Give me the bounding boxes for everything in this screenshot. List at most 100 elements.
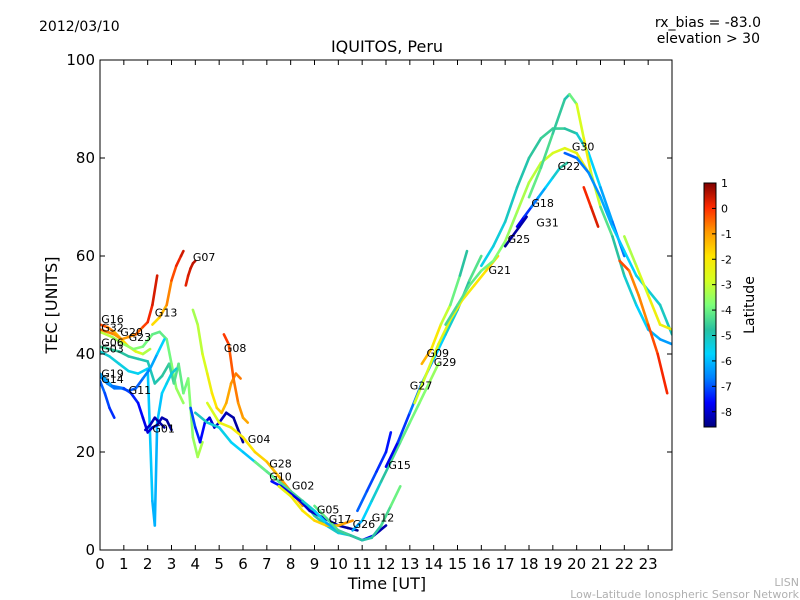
track-segment	[194, 411, 209, 424]
track-segment	[544, 176, 555, 189]
track-segment	[194, 426, 202, 444]
track-segment	[360, 536, 374, 542]
satellite-track	[191, 308, 242, 415]
track-segment	[365, 470, 378, 493]
track-segment	[563, 146, 579, 155]
satellite-track	[582, 186, 600, 228]
track-segment	[127, 369, 140, 375]
x-tick-label: 11	[353, 555, 372, 573]
track-segment	[148, 352, 159, 371]
track-segment	[599, 186, 614, 223]
track-segment	[217, 421, 233, 429]
track-segment	[537, 186, 548, 199]
track-segment	[518, 215, 528, 228]
track-segment	[503, 186, 519, 223]
satellite-label: G20	[120, 326, 143, 339]
track-segment	[351, 519, 364, 532]
track-segment	[229, 440, 245, 454]
satellite-label: G16	[101, 313, 124, 326]
track-segment	[146, 367, 154, 503]
x-tick-label: 6	[238, 555, 248, 573]
track-segment	[515, 181, 531, 214]
track-segment	[225, 411, 235, 420]
track-segment	[375, 450, 388, 473]
x-tick-label: 20	[567, 555, 586, 573]
x-tick-label: 9	[310, 555, 320, 573]
colorbar-tick-label: 1	[721, 177, 728, 190]
x-tick-label: 4	[191, 555, 201, 573]
satellite-label: G02	[292, 480, 315, 493]
track-segment	[153, 374, 164, 385]
track-segment	[408, 401, 421, 424]
track-segment	[439, 303, 452, 326]
track-segment	[100, 379, 107, 395]
track-segment	[637, 293, 650, 326]
track-segment	[277, 480, 293, 493]
satellite-label: G10	[269, 470, 292, 483]
x-tick-label: 15	[448, 555, 467, 573]
track-segment	[117, 350, 130, 358]
satellite-track	[420, 249, 469, 366]
track-segment	[503, 235, 514, 248]
track-segment	[427, 362, 440, 385]
track-segment	[472, 269, 488, 287]
track-segment	[265, 460, 281, 478]
colorbar	[703, 182, 717, 428]
track-segment	[444, 308, 459, 336]
track-segment	[122, 386, 133, 395]
track-segment	[110, 384, 126, 390]
track-segment	[136, 401, 145, 420]
track-segment	[232, 377, 240, 405]
track-segment	[356, 489, 369, 513]
satellite-track	[515, 161, 569, 228]
satellite-track	[100, 330, 185, 405]
track-segment	[360, 499, 374, 522]
chart-title: IQUITOS, Peru	[331, 37, 443, 56]
track-segment	[191, 259, 197, 265]
track-segment	[627, 269, 640, 297]
track-segment	[108, 406, 116, 420]
satellite-label: G11	[129, 384, 152, 397]
track-segment	[279, 484, 293, 495]
track-segment	[189, 406, 197, 429]
track-segment	[146, 303, 154, 324]
track-segment	[563, 151, 579, 160]
satellite-track	[222, 333, 250, 424]
track-segment	[241, 435, 257, 454]
x-tick-label: 23	[639, 555, 658, 573]
track-segment	[503, 210, 519, 243]
track-segment	[289, 494, 304, 513]
track-segment	[141, 367, 152, 380]
track-segment	[191, 308, 199, 326]
track-segment	[165, 337, 173, 366]
satellite-label: G23	[129, 331, 152, 344]
track-segment	[253, 460, 269, 473]
track-segment	[418, 382, 431, 405]
colorbar-label: Latitude	[742, 276, 758, 334]
track-segment	[558, 161, 569, 170]
track-segment	[344, 519, 354, 525]
track-segment	[236, 401, 245, 420]
track-segment	[201, 352, 209, 375]
satellite-label: G01	[152, 422, 175, 435]
track-segment	[217, 411, 228, 424]
satellite-label: G08	[224, 342, 247, 355]
track-segment	[389, 484, 402, 508]
track-segment	[206, 401, 221, 424]
satellite-label: G07	[193, 251, 216, 264]
x-tick-label: 13	[400, 555, 419, 573]
track-segment	[582, 137, 593, 174]
colorbar-tick-label: -7	[721, 380, 732, 393]
track-segment	[479, 259, 495, 273]
track-segment	[132, 345, 145, 351]
x-tick-label: 5	[214, 555, 224, 573]
track-segment	[313, 509, 328, 525]
satellite-label: G18	[531, 197, 554, 210]
track-segment	[222, 333, 230, 346]
track-segment	[210, 391, 219, 410]
satellite-label: G31	[536, 217, 559, 230]
satellite-label: G28	[269, 458, 292, 471]
satellite-label: G17	[329, 513, 352, 526]
track-segment	[170, 264, 178, 282]
